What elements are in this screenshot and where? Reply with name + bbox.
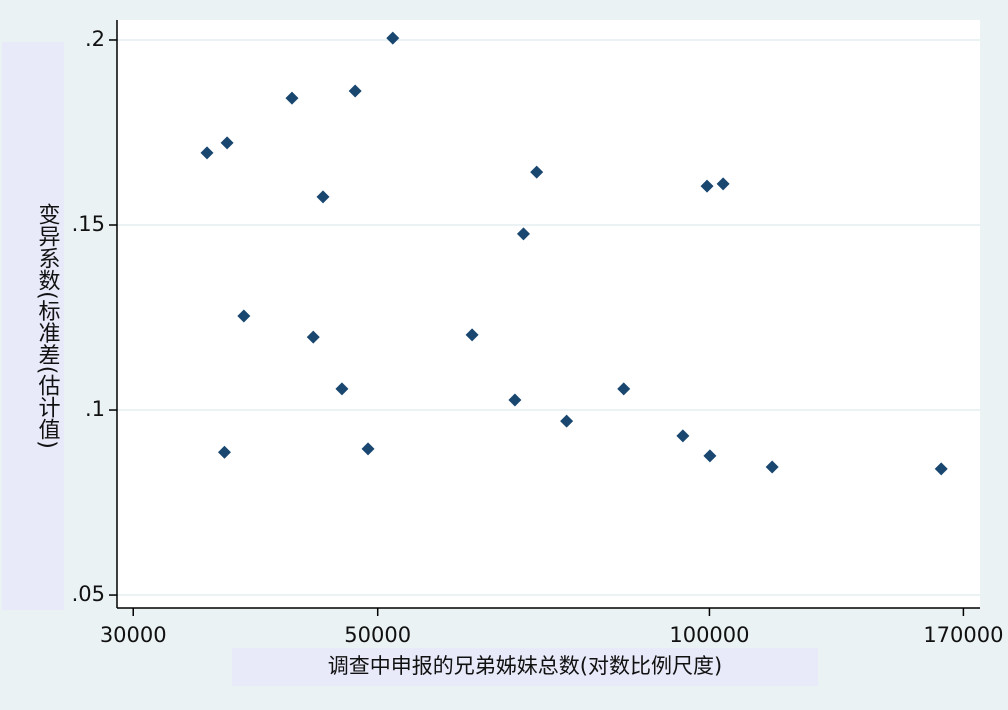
point <box>348 84 362 98</box>
point <box>220 136 234 150</box>
point <box>200 146 214 160</box>
point <box>386 31 400 45</box>
point <box>237 309 251 323</box>
point <box>516 227 530 241</box>
point <box>217 445 231 459</box>
point <box>934 462 948 476</box>
x-tick-label: 30000 <box>100 623 167 647</box>
point <box>765 460 779 474</box>
y-tick-label: .1 <box>85 397 105 421</box>
point <box>716 177 730 191</box>
x-tick-label: 100000 <box>669 623 749 647</box>
y-axis-title: 变异系数(标准差(估计值) <box>35 203 61 449</box>
y-title-band <box>2 42 64 610</box>
point <box>285 91 299 105</box>
point <box>306 330 320 344</box>
point <box>560 414 574 428</box>
point <box>316 190 330 204</box>
y-tick-label: .2 <box>85 27 105 51</box>
point <box>700 179 714 193</box>
point <box>465 328 479 342</box>
point <box>361 442 375 456</box>
y-tick-label: .15 <box>72 212 105 236</box>
x-tick-label: 170000 <box>923 623 1003 647</box>
point <box>508 393 522 407</box>
x-title-band <box>232 648 818 686</box>
x-tick-label: 50000 <box>344 623 411 647</box>
point <box>617 382 631 396</box>
point <box>703 449 717 463</box>
point <box>335 382 349 396</box>
point <box>530 165 544 179</box>
plot-area <box>117 20 980 608</box>
point <box>676 429 690 443</box>
y-tick-label: .05 <box>72 582 105 606</box>
x-axis-title: 调查中申报的兄弟姊妹总数(对数比例尺度) <box>328 654 722 678</box>
